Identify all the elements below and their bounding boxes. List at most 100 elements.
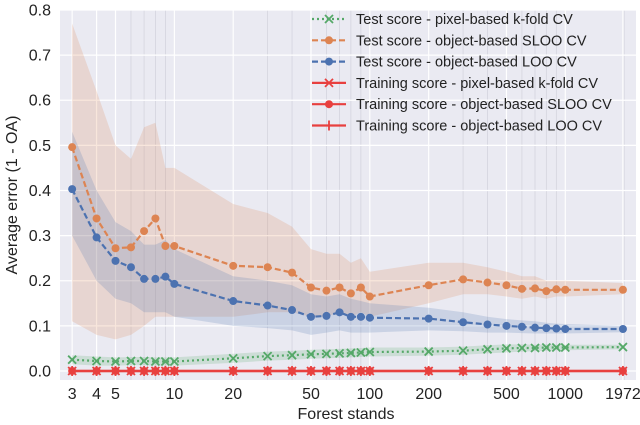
y-tick-label: 0.8 <box>29 3 51 20</box>
legend-label: Test score - pixel-based k-fold CV <box>356 12 573 28</box>
data-point <box>126 356 136 366</box>
data-point <box>322 311 331 320</box>
data-point <box>424 281 433 290</box>
data-point <box>287 350 297 360</box>
data-point <box>306 283 315 292</box>
x-marker-stroke <box>126 356 136 366</box>
data-point <box>325 100 333 109</box>
data-point <box>139 356 149 366</box>
data-point <box>356 283 365 292</box>
data-point <box>346 312 355 321</box>
data-point <box>322 286 331 295</box>
x-axis-label: Forest stands <box>298 406 395 423</box>
data-point <box>541 342 551 353</box>
legend-item: Test score - object-based SLOO CV <box>312 33 587 49</box>
x-marker-stroke <box>618 342 628 352</box>
x-tick-label: 1000 <box>547 386 583 403</box>
data-point <box>501 343 512 354</box>
data-point <box>126 263 135 272</box>
data-point <box>517 284 526 293</box>
data-point <box>306 312 315 321</box>
x-marker-stroke <box>306 349 316 359</box>
legend-label: Test score - object-based SLOO CV <box>356 33 587 49</box>
x-marker-stroke <box>321 349 332 359</box>
x-marker-stroke <box>91 356 102 366</box>
data-point <box>618 285 627 294</box>
data-point <box>111 244 120 253</box>
data-point <box>424 314 433 323</box>
x-marker-stroke <box>160 356 171 367</box>
series-line <box>71 146 623 298</box>
x-marker-stroke <box>356 347 366 358</box>
x-marker-stroke <box>541 342 551 353</box>
x-marker-stroke <box>501 343 512 354</box>
data-point <box>365 313 374 322</box>
data-point <box>288 268 297 277</box>
data-point <box>346 348 356 358</box>
data-point <box>551 342 561 353</box>
data-point <box>483 320 492 329</box>
legend: Test score - pixel-based k-fold CV Test s… <box>312 12 612 135</box>
data-point <box>561 325 570 334</box>
legend-label: Test score - object-based LOO CV <box>356 55 577 71</box>
data-point <box>325 36 333 45</box>
x-marker-stroke <box>482 344 493 354</box>
data-point <box>92 214 101 223</box>
data-point <box>91 356 102 366</box>
x-marker-stroke <box>334 348 345 359</box>
data-point <box>169 356 179 367</box>
legend-item: Training score - object-based LOO CV <box>312 119 602 135</box>
y-tick-label: 0.4 <box>29 183 51 200</box>
data-point <box>365 347 375 357</box>
x-marker-stroke <box>458 346 468 356</box>
confidence-bands <box>72 23 623 366</box>
x-marker-stroke <box>228 353 238 363</box>
data-point <box>170 279 179 288</box>
x-marker-stroke <box>150 356 161 367</box>
x-marker-stroke <box>424 346 434 357</box>
x-tick-label: 1972 <box>605 386 640 403</box>
data-point <box>151 274 160 283</box>
data-point <box>325 57 333 66</box>
data-point <box>306 349 316 359</box>
x-marker-stroke <box>551 342 561 353</box>
data-point <box>561 285 570 294</box>
data-point <box>483 278 492 287</box>
data-point <box>160 356 171 367</box>
data-point <box>68 185 77 194</box>
data-point <box>140 227 149 236</box>
x-tick-label: 50 <box>302 386 320 403</box>
data-point <box>126 243 135 252</box>
data-point <box>228 353 238 363</box>
y-tick-label: 0.3 <box>29 228 51 245</box>
data-point <box>552 285 561 294</box>
x-tick-label: 5 <box>111 386 120 403</box>
x-tick-label: 200 <box>415 386 442 403</box>
x-marker-stroke <box>67 355 77 365</box>
data-point <box>459 318 468 327</box>
data-point <box>335 308 344 317</box>
x-tick-labels: 3 4 5 10 20 50 100 200 500 1000 1972 <box>68 386 640 403</box>
legend-item: Training score - pixel-based k-fold CV <box>312 76 598 92</box>
data-point <box>229 261 238 270</box>
data-point <box>92 233 101 242</box>
data-point <box>531 284 540 293</box>
x-marker-stroke <box>346 348 356 358</box>
y-tick-label: 0.0 <box>29 363 51 380</box>
data-point <box>424 346 434 357</box>
legend-item: Test score - pixel-based k-fold CV <box>312 12 573 28</box>
y-tick-label: 0.1 <box>29 318 51 335</box>
x-tick-label: 4 <box>92 386 101 403</box>
data-point <box>67 355 77 365</box>
data-point <box>170 241 179 250</box>
data-point <box>161 272 170 281</box>
data-point <box>482 344 493 354</box>
data-point <box>530 343 540 353</box>
data-point <box>151 214 160 223</box>
legend-label: Training score - object-based LOO CV <box>356 119 602 135</box>
y-axis-label: Average error (1 - OA) <box>4 116 21 275</box>
legend-label: Training score - object-based SLOO CV <box>356 97 612 113</box>
x-marker-stroke <box>517 343 527 353</box>
x-marker-stroke <box>324 78 334 88</box>
